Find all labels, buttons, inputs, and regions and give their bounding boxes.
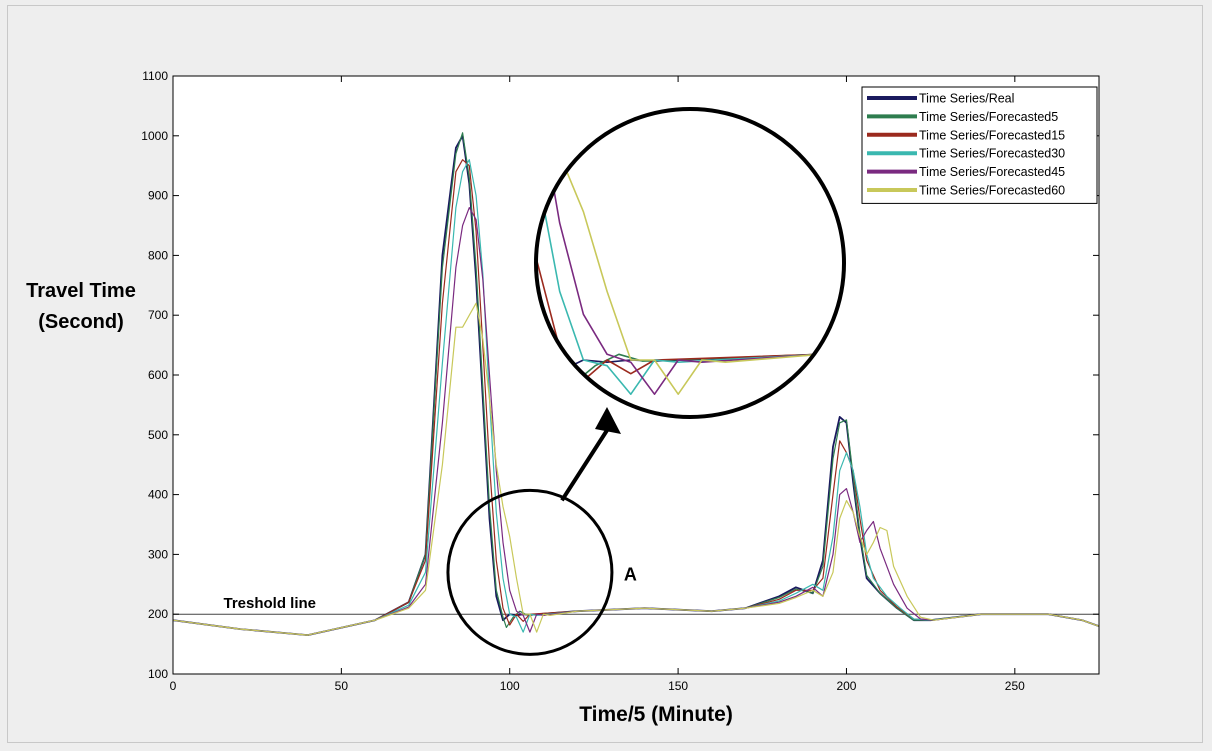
y-tick-label: 1000 [141, 129, 168, 143]
y-axis-label: Travel Time (Second) [14, 276, 148, 338]
zoom-background [536, 109, 844, 417]
zoom-arrow-head [595, 407, 621, 434]
legend-label: Time Series/Forecasted60 [919, 184, 1065, 198]
x-tick-label: 0 [170, 679, 177, 693]
legend-label: Time Series/Forecasted15 [919, 128, 1065, 142]
y-tick-label: 1100 [142, 69, 168, 83]
x-tick-label: 100 [500, 679, 520, 693]
series-line-6 [173, 302, 1099, 636]
x-tick-label: 200 [836, 679, 856, 693]
y-tick-label: 900 [148, 189, 168, 203]
zoom-arrow-shaft [560, 419, 615, 502]
threshold-label: Treshold line [224, 595, 317, 612]
y-tick-label: 600 [148, 368, 168, 382]
y-tick-label: 400 [148, 488, 168, 502]
y-tick-label: 700 [148, 308, 168, 322]
y-tick-label: 200 [148, 607, 168, 621]
annotation-circle [446, 488, 614, 656]
legend-box [861, 86, 1098, 204]
legend-label: Time Series/Real [919, 92, 1014, 106]
x-axis-label: Time/5 (Minute) [579, 703, 733, 726]
y-tick-label: 800 [148, 248, 168, 262]
x-tick-label: 50 [335, 679, 349, 693]
x-tick-label: 150 [668, 679, 688, 693]
y-axis-label-line2: (Second) [38, 311, 124, 333]
legend-label: Time Series/Forecasted5 [919, 110, 1058, 124]
legend-label: Time Series/Forecasted45 [919, 165, 1065, 179]
legend-label: Time Series/Forecasted30 [919, 147, 1065, 161]
series-group [173, 132, 1099, 636]
y-tick-label: 100 [148, 667, 168, 681]
zoom-circle [534, 107, 846, 419]
y-tick-label: 300 [148, 547, 168, 561]
annotation-label: A [624, 564, 637, 584]
y-tick-label: 500 [148, 428, 168, 442]
x-tick-label: 250 [1005, 679, 1025, 693]
y-axis-label-line1: Travel Time [26, 280, 136, 302]
